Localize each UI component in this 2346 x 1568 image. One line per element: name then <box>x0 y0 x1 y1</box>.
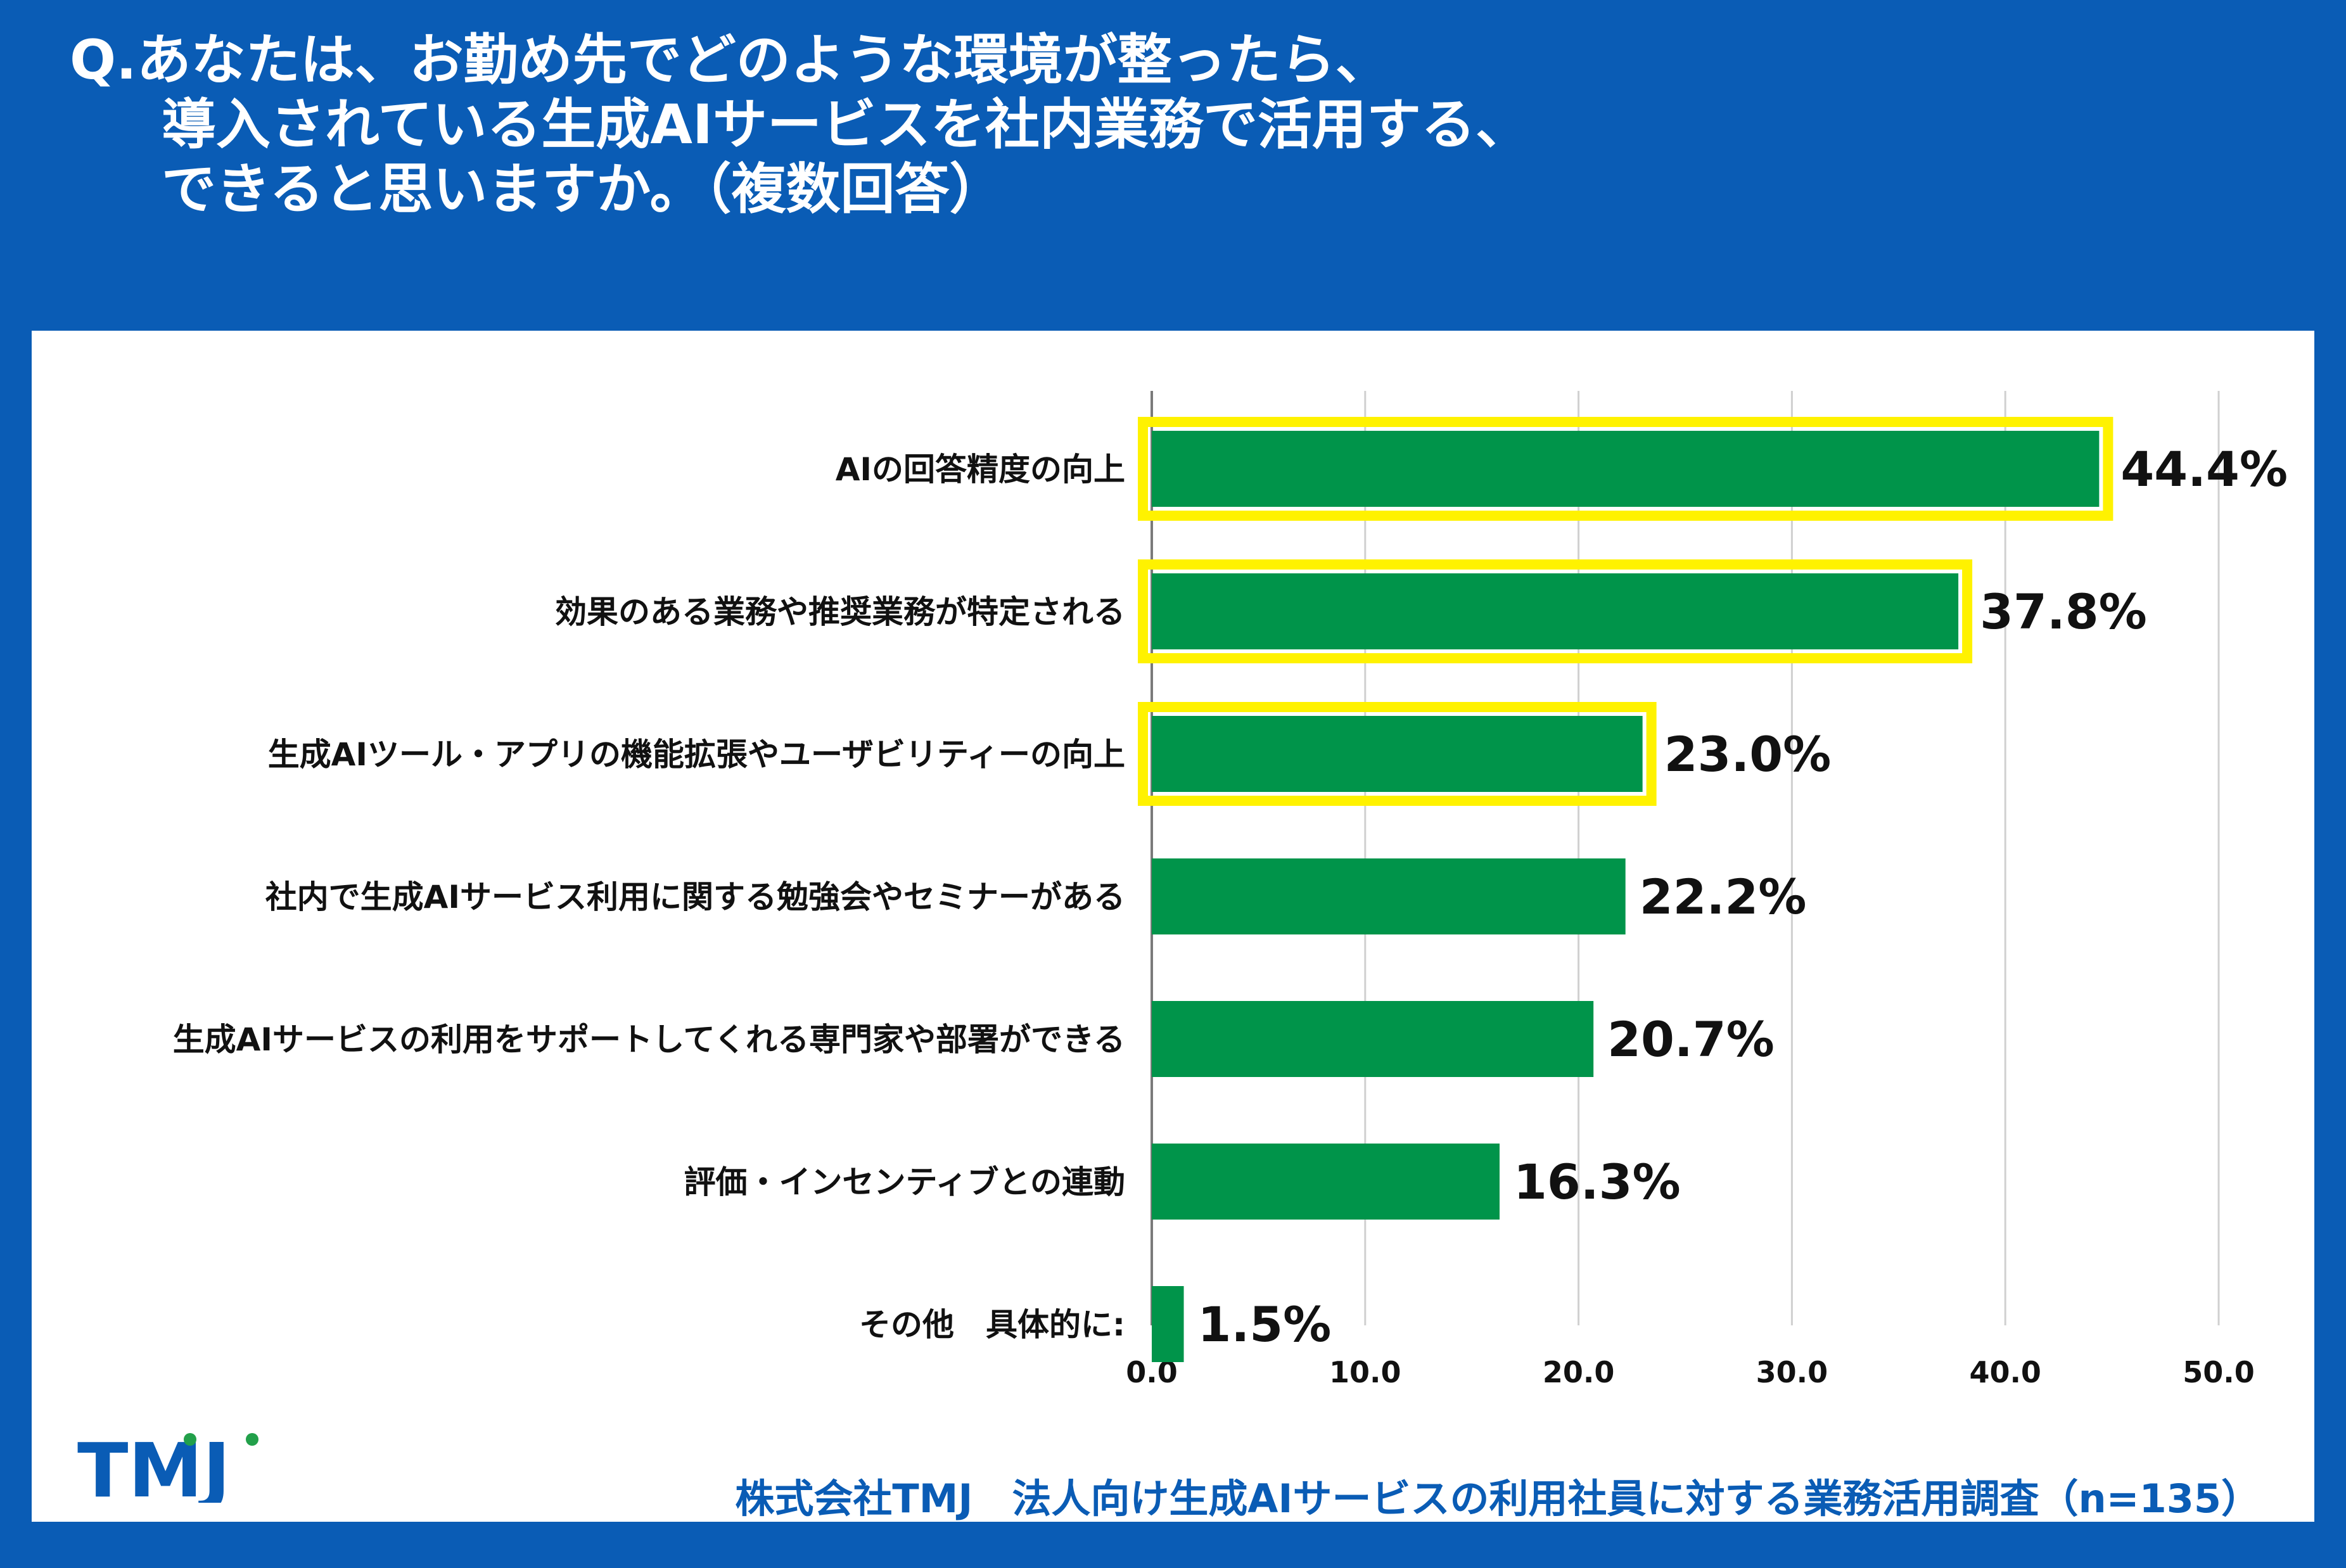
bar <box>1152 573 1959 649</box>
chart-panel: 0.0 10.0 20.0 30.0 40.0 50.0 AIの回答精度の向上 44.4% 効果… <box>32 331 2314 1522</box>
data-label: 37.8% <box>1980 583 2147 640</box>
data-label: 1.5% <box>1198 1296 1332 1353</box>
bar <box>1152 1001 1594 1077</box>
bar <box>1152 431 2100 507</box>
category-label: 生成AIサービスの利用をサポートしてくれる専門家や部署ができる <box>173 1021 1125 1058</box>
title-line-3: できると思いますか。（複数回答） <box>162 158 1004 221</box>
category-label: 社内で生成AIサービス利用に関する勉強会やセミナーがある <box>265 879 1125 915</box>
highlight-frame <box>1138 417 2113 521</box>
x-tick-label: 50.0 <box>2183 1355 2255 1389</box>
x-tick-label: 20.0 <box>1543 1355 1615 1389</box>
data-label: 22.2% <box>1640 869 1807 925</box>
title-line-1: Q.あなたは、お勤め先でどのような環境が整ったら、 <box>70 29 1390 92</box>
category-label: 効果のある業務や推奨業務が特定される <box>555 594 1125 630</box>
chart-title: Q.あなたは、お勤め先でどのような環境が整ったら、 導入されている生成AIサービ… <box>70 28 2224 222</box>
title-line-2: 導入されている生成AIサービスを社内業務で活用する、 <box>162 93 1530 156</box>
data-label: 23.0% <box>1664 726 1832 782</box>
x-tick-label: 40.0 <box>1969 1355 2041 1389</box>
bar <box>1152 1286 1184 1362</box>
data-label: 20.7% <box>1607 1011 1775 1068</box>
highlight-frame <box>1138 559 1973 663</box>
bar <box>1152 716 1643 792</box>
data-label: 16.3% <box>1514 1154 1681 1210</box>
bar <box>1152 858 1626 934</box>
bar <box>1152 1144 1500 1220</box>
category-label: 生成AIツール・アプリの機能拡張やユーザビリティーの向上 <box>268 736 1125 773</box>
category-label: 評価・インセンティブとの連動 <box>684 1164 1126 1201</box>
data-label: 44.4% <box>2120 441 2288 497</box>
category-label: AIの回答精度の向上 <box>836 451 1125 488</box>
x-tick-label: 10.0 <box>1329 1355 1401 1389</box>
category-label: その他 具体的に: <box>859 1306 1125 1343</box>
highlight-frame <box>1138 702 1657 806</box>
x-tick-label: 30.0 <box>1756 1355 1828 1389</box>
